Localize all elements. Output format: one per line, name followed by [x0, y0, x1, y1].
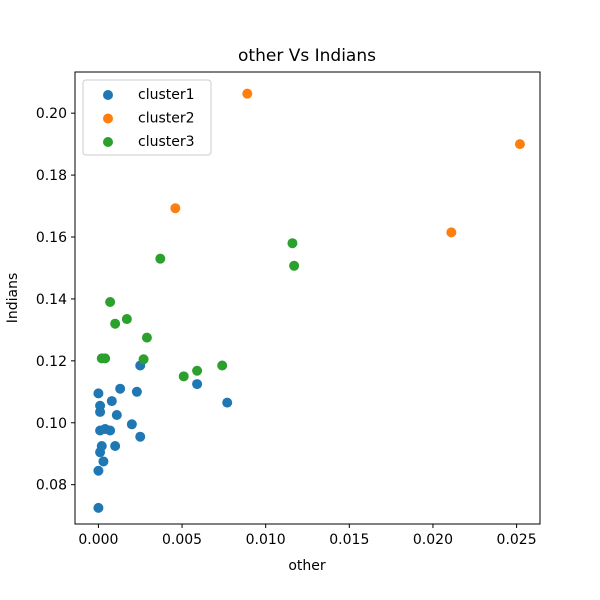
data-points [93, 88, 525, 513]
y-tick-label: 0.12 [36, 354, 67, 370]
cluster2-point [242, 88, 253, 99]
cluster2-point [446, 227, 457, 238]
x-tick-label: 0.010 [246, 532, 286, 548]
cluster1-point [105, 425, 116, 436]
y-tick-label: 0.14 [36, 292, 67, 308]
cluster1-point [98, 456, 109, 467]
legend-marker-cluster3 [103, 137, 113, 147]
x-tick-label: 0.020 [413, 532, 453, 548]
cluster1-point [110, 440, 121, 451]
y-tick-label: 0.10 [36, 416, 67, 432]
chart-title: other Vs Indians [238, 46, 376, 66]
cluster3-point [289, 260, 300, 271]
cluster1-point [93, 465, 104, 476]
legend-marker-cluster2 [103, 113, 113, 124]
cluster1-point [135, 431, 146, 442]
legend-label-cluster2: cluster2 [138, 111, 195, 127]
plot-frame [74, 71, 541, 525]
cluster1-point [93, 502, 104, 513]
cluster3-point [155, 253, 166, 264]
cluster3-point [110, 318, 121, 329]
cluster1-point [106, 396, 117, 407]
x-axis-ticks: 0.000 0.005 0.010 0.015 0.020 0.025 [78, 524, 537, 548]
y-axis-label: Indians [5, 273, 21, 324]
cluster3-point [121, 314, 132, 325]
cluster1-point [96, 440, 107, 451]
cluster1-point [93, 388, 104, 399]
legend-marker-cluster1 [103, 90, 113, 100]
x-tick-label: 0.015 [329, 532, 369, 548]
cluster3-point [217, 360, 228, 371]
y-tick-label: 0.20 [36, 106, 67, 122]
cluster3-point [100, 353, 111, 364]
y-axis-ticks: 0.08 0.10 0.12 0.14 0.16 0.18 0.20 [36, 106, 75, 494]
cluster3-point [178, 371, 189, 382]
y-tick-label: 0.16 [36, 230, 67, 246]
cluster2-point [514, 139, 525, 150]
cluster2-point [170, 203, 181, 214]
cluster1-point [115, 383, 126, 394]
cluster3-point [138, 354, 149, 365]
cluster3-point [287, 238, 298, 249]
x-tick-label: 0.005 [162, 532, 202, 548]
cluster1-point [131, 386, 142, 397]
cluster1-point [111, 410, 122, 421]
y-tick-label: 0.18 [36, 168, 67, 184]
cluster1-point [222, 397, 233, 408]
x-tick-label: 0.025 [497, 532, 537, 548]
cluster3-point [192, 365, 203, 376]
cluster3-point [105, 297, 116, 308]
cluster1-point [192, 379, 203, 390]
legend: cluster1 cluster2 cluster3 [82, 79, 212, 156]
cluster1-point [95, 400, 106, 411]
cluster3-point [141, 332, 152, 343]
legend-label-cluster1: cluster1 [138, 87, 195, 103]
x-tick-label: 0.000 [78, 532, 118, 548]
y-tick-label: 0.08 [36, 478, 67, 494]
legend-frame [82, 79, 212, 156]
legend-label-cluster3: cluster3 [138, 134, 195, 150]
cluster1-point [126, 419, 137, 430]
x-axis-label: other [288, 558, 326, 574]
